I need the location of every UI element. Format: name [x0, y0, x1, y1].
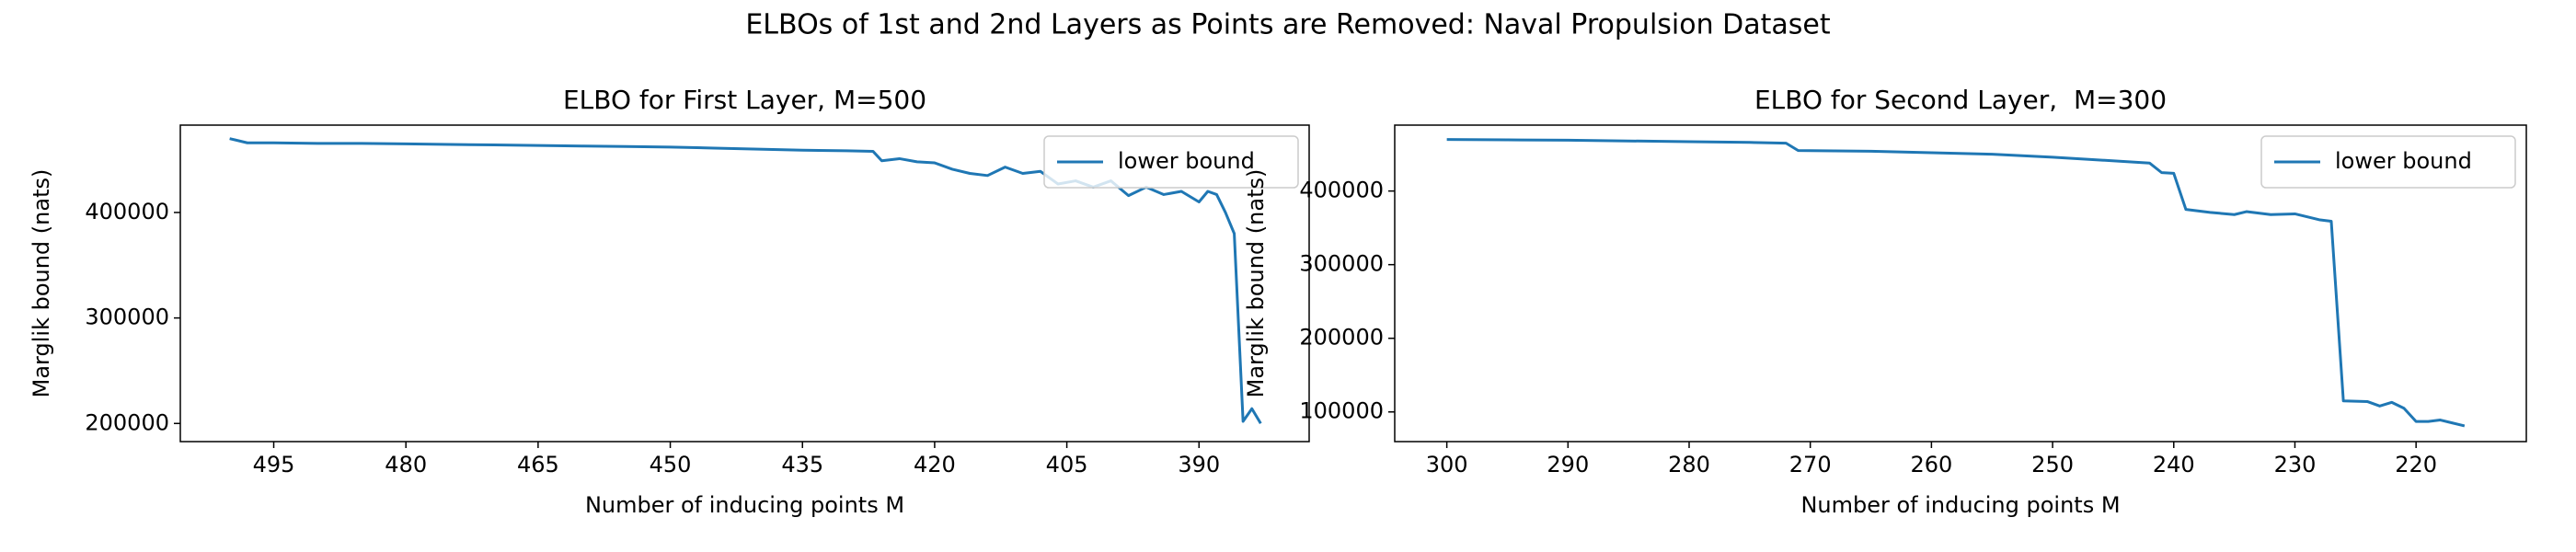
x-axis-label: Number of inducing points M — [1800, 492, 2120, 518]
x-tick-label: 420 — [914, 452, 956, 477]
y-tick-label: 400000 — [85, 199, 169, 224]
x-tick-label: 290 — [1547, 452, 1589, 477]
y-tick-label: 200000 — [85, 409, 169, 435]
x-tick-label: 300 — [1426, 452, 1468, 477]
x-tick-label: 435 — [781, 452, 823, 477]
y-tick-label: 100000 — [1299, 398, 1384, 424]
data-line — [1446, 138, 2466, 428]
plot-frame — [179, 124, 1310, 443]
legend: lower bound — [1043, 135, 1299, 189]
y-tick-label: 200000 — [1299, 325, 1384, 351]
x-tick-label: 220 — [2395, 452, 2437, 477]
x-tick-label: 465 — [517, 452, 559, 477]
x-tick-label: 480 — [385, 452, 427, 477]
x-tick-label: 405 — [1046, 452, 1088, 477]
x-tick-label: 280 — [1668, 452, 1710, 477]
x-tick-label: 450 — [650, 452, 692, 477]
plot-frame — [1394, 124, 2527, 443]
y-axis-label: Marglik bound (nats) — [29, 169, 54, 398]
y-tick-label: 300000 — [85, 305, 169, 330]
y-axis-label: Marglik bound (nats) — [1243, 169, 1269, 398]
legend-label: lower bound — [1118, 148, 1255, 174]
y-tick-label: 400000 — [1299, 178, 1384, 203]
x-tick-label: 495 — [253, 452, 295, 477]
data-line — [229, 137, 1262, 425]
legend-box — [2260, 135, 2516, 189]
legend-box — [1043, 135, 1299, 189]
chart-title: ELBO for First Layer, M=500 — [563, 85, 926, 115]
x-tick-label: 240 — [2153, 452, 2195, 477]
figure-title: ELBOs of 1st and 2nd Layers as Points ar… — [745, 9, 1831, 41]
x-tick-label: 390 — [1178, 452, 1220, 477]
x-tick-label: 260 — [1910, 452, 1952, 477]
x-axis-label: Number of inducing points M — [585, 492, 904, 518]
chart-title: ELBO for Second Layer, M=300 — [1754, 85, 2167, 115]
x-tick-label: 250 — [2031, 452, 2074, 477]
legend: lower bound — [2260, 135, 2516, 189]
y-tick-label: 300000 — [1299, 251, 1384, 277]
x-tick-label: 270 — [1789, 452, 1832, 477]
x-tick-label: 230 — [2274, 452, 2317, 477]
legend-label: lower bound — [2335, 148, 2472, 174]
